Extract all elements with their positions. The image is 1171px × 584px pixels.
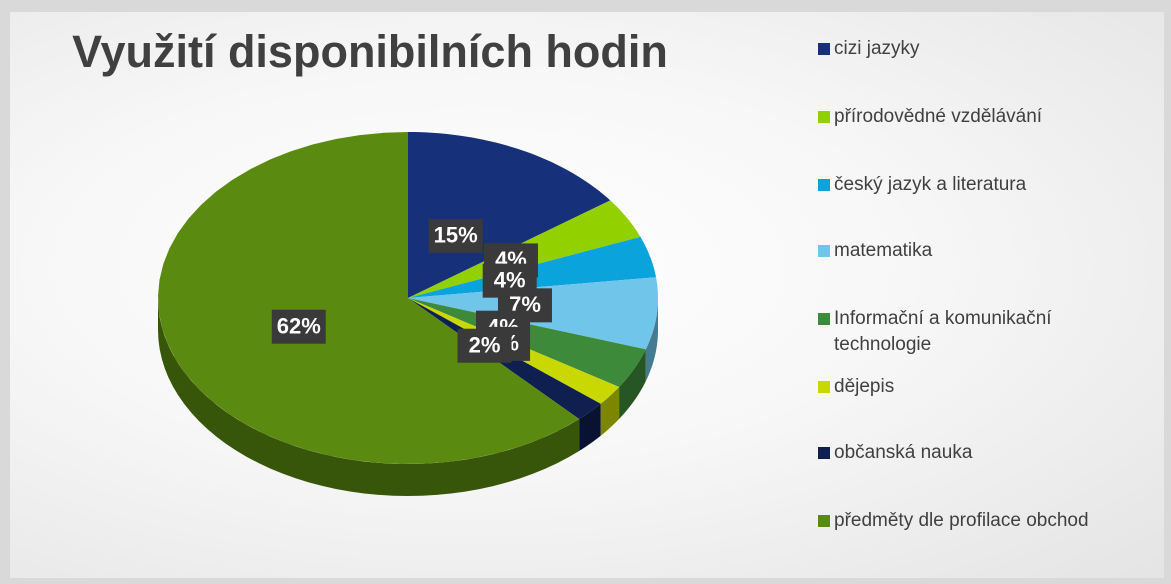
legend-item: Informační a komunikační technologie [818, 306, 1134, 358]
pie-slice [158, 132, 580, 464]
data-label-box [457, 328, 512, 363]
pie-slice-side [645, 298, 658, 382]
legend-item: dějepis [818, 374, 1134, 400]
legend-item: předměty dle profilace obchod [818, 508, 1134, 534]
legend-swatch [818, 245, 830, 257]
legend-label: předměty dle profilace obchod [834, 510, 1089, 531]
legend-swatch [818, 111, 830, 123]
legend-label: matematika [834, 240, 933, 261]
legend-label: český jazyk a literatura [834, 174, 1027, 195]
legend-swatch [818, 515, 830, 527]
pie-slice-side [579, 403, 601, 452]
data-label-box [271, 309, 326, 344]
legend-label: cizi jazyky [834, 38, 920, 59]
pie-slice-side [158, 298, 580, 496]
chart-title: Využití disponibilních hodin [72, 26, 668, 77]
data-label: 2% [469, 333, 501, 358]
legend-item: přírodovědné vzdělávání [818, 104, 1134, 130]
legend-item: matematika [818, 238, 1134, 264]
legend-swatch [818, 179, 830, 191]
pie-slice-side [600, 386, 620, 436]
legend-swatch [818, 43, 830, 55]
legend-item: cizi jazyky [818, 36, 1134, 62]
legend-label: dějepis [834, 376, 895, 397]
legend-item: občanská nauka [818, 440, 1134, 466]
legend-label: občanská nauka [834, 442, 973, 463]
data-label-box [428, 218, 483, 253]
legend-swatch [818, 381, 830, 393]
legend-item: český jazyk a literatura [818, 172, 1134, 198]
pie-slice [408, 132, 611, 298]
legend-swatch [818, 447, 830, 459]
data-label: 62% [277, 314, 321, 339]
legend-label: přírodovědné vzdělávání [834, 106, 1043, 127]
pie-slice-side [619, 349, 646, 419]
legend-swatch [818, 313, 830, 325]
legend-label: Informační a komunikační technologie [834, 308, 1052, 355]
data-label: 15% [434, 223, 478, 248]
data-label: 4% [494, 267, 526, 292]
pie-sides [158, 298, 658, 496]
